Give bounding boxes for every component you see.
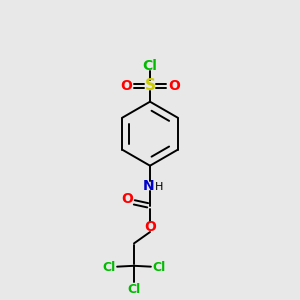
- Text: O: O: [144, 220, 156, 234]
- Text: O: O: [168, 79, 180, 93]
- Text: O: O: [120, 79, 132, 93]
- Text: Cl: Cl: [102, 261, 116, 274]
- Text: Cl: Cl: [128, 284, 141, 296]
- Text: Cl: Cl: [142, 59, 158, 73]
- Text: S: S: [145, 78, 155, 93]
- Text: O: O: [121, 193, 133, 206]
- Text: H: H: [154, 182, 163, 192]
- Text: N: N: [143, 179, 154, 193]
- Text: Cl: Cl: [152, 261, 166, 274]
